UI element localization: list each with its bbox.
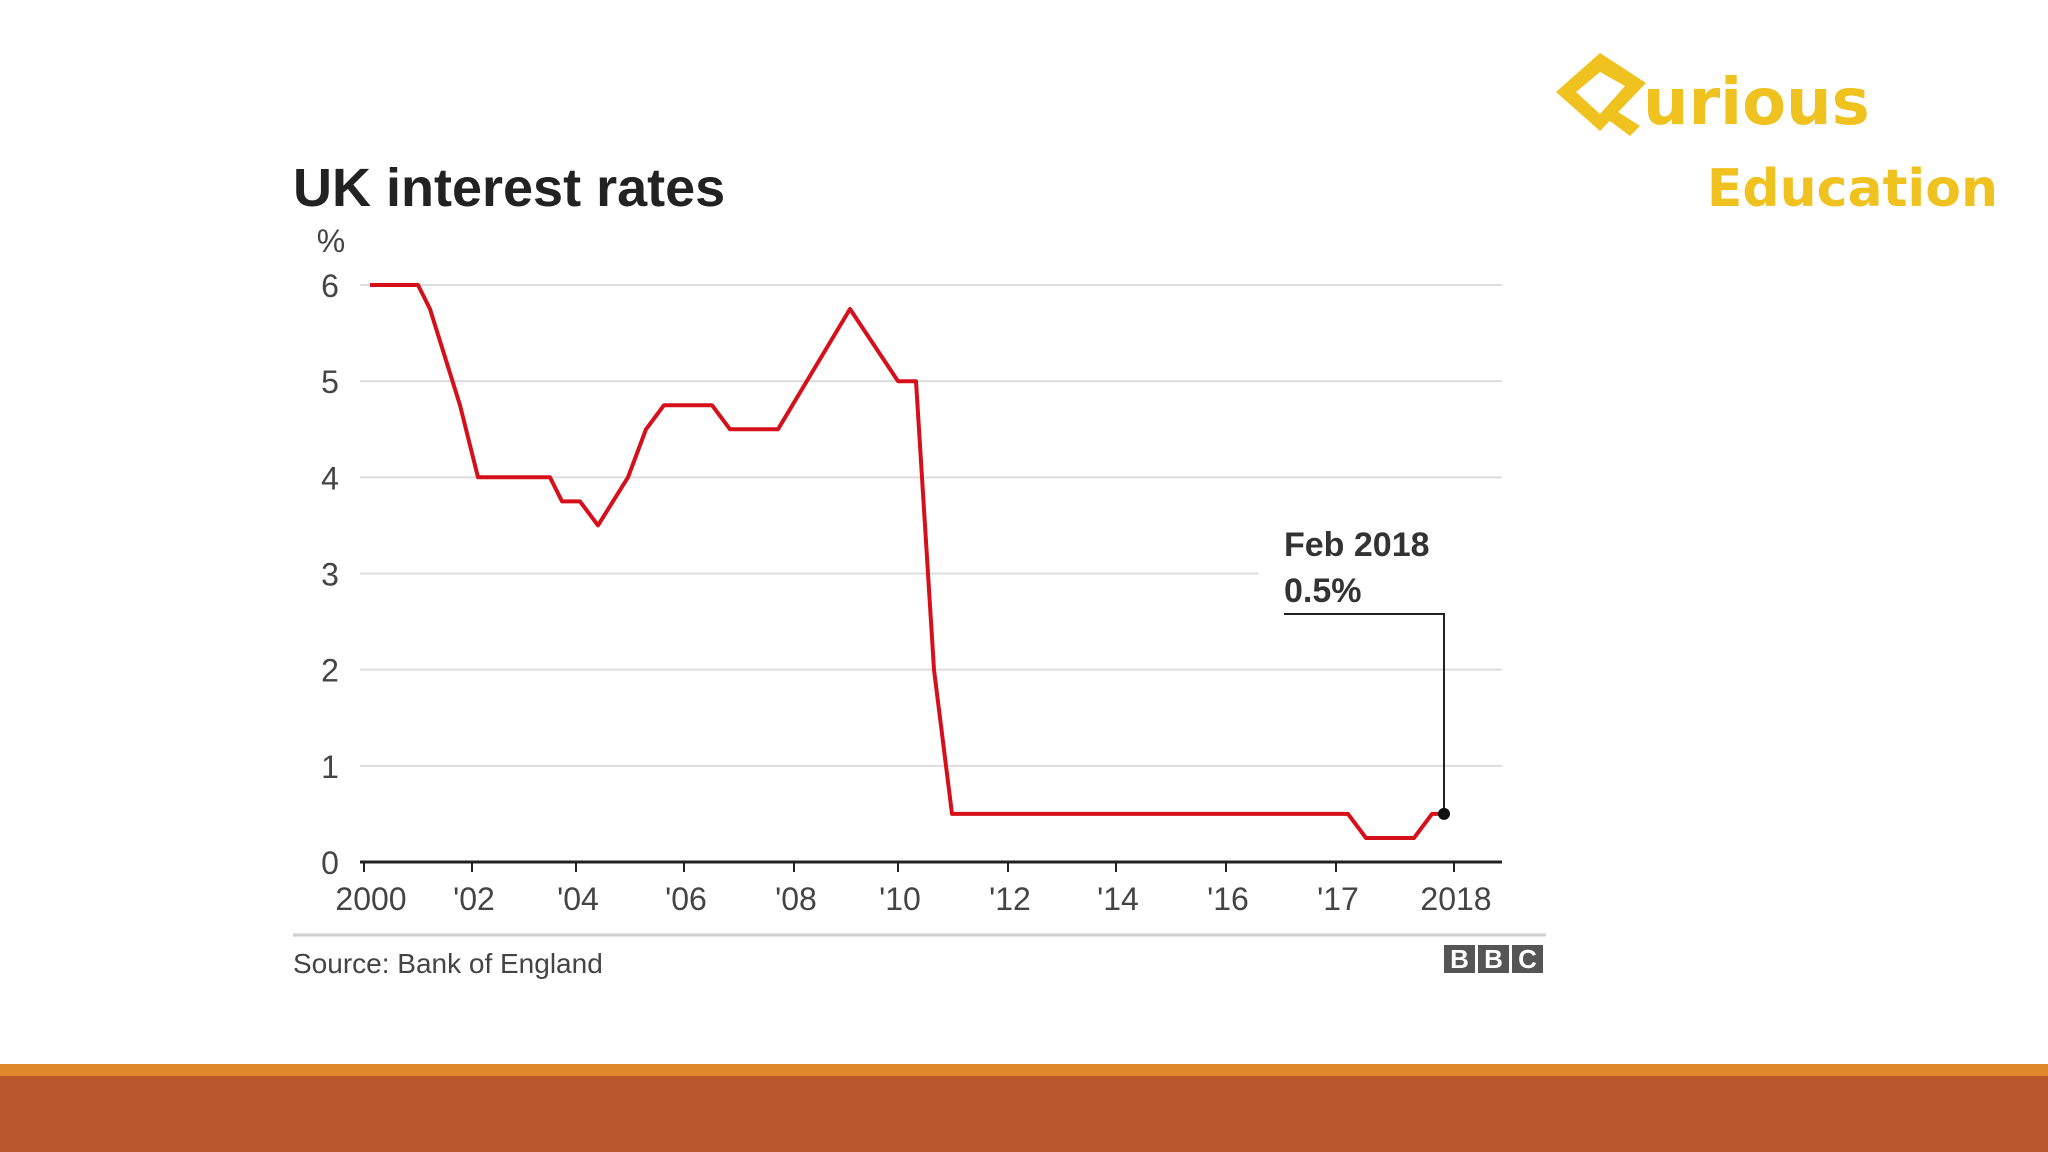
footer-stripe [0, 1064, 2048, 1076]
annotation-date: Feb 2018 [1284, 526, 1430, 564]
x-tick-label: 2018 [1420, 881, 1491, 917]
y-tick-label: 5 [321, 364, 339, 400]
grid-lines [360, 284, 1502, 864]
y-tick-label: 2 [321, 653, 339, 689]
bbc-letter: C [1518, 944, 1537, 974]
y-tick-labels: 0 1 2 3 4 5 6 [321, 268, 339, 881]
chart-title: UK interest rates [293, 158, 725, 218]
x-tick-label: '06 [665, 881, 707, 917]
annotation-leader-line [1284, 613, 1445, 814]
bbc-letter: B [1484, 944, 1503, 974]
y-tick-label: 1 [321, 749, 339, 785]
x-tick-label: '02 [453, 881, 495, 917]
brand-logo: urious Education [1556, 53, 1998, 219]
bbc-block [1444, 945, 1475, 973]
brand-name: urious [1643, 66, 1870, 140]
annotation-marker [1438, 807, 1450, 820]
x-tick-label: '04 [557, 881, 599, 917]
q-logo-icon [1556, 53, 1646, 136]
series-layer [370, 283, 1444, 840]
series-line [370, 283, 1444, 840]
x-tick-label: '12 [989, 881, 1031, 917]
bbc-letter: B [1450, 944, 1469, 974]
y-tick-label: 4 [321, 460, 339, 496]
bbc-block [1478, 945, 1509, 973]
bbc-block [1512, 945, 1543, 973]
x-tick-label: '16 [1207, 881, 1249, 917]
annotation-value: 0.5% [1284, 572, 1362, 610]
footer-band [0, 1076, 2048, 1152]
x-tick-label: '14 [1097, 881, 1139, 917]
y-tick-label: 0 [321, 845, 339, 881]
y-axis-label: % [317, 223, 345, 259]
y-tick-label: 6 [321, 268, 339, 304]
x-tick-label: 2000 [335, 881, 406, 917]
annotation: Feb 2018 0.5% [1284, 526, 1450, 820]
x-tick-labels: 2000 '02 '04 '06 '08 '10 '12 '14 '16 '17 2018 [335, 862, 1492, 917]
source-text: Source: Bank of England [293, 948, 603, 979]
x-tick-label: '10 [879, 881, 921, 917]
brand-subtitle: Education [1707, 159, 1998, 219]
x-tick-label: '17 [1317, 881, 1359, 917]
y-tick-label: 3 [321, 557, 339, 593]
x-tick-label: '08 [775, 881, 817, 917]
